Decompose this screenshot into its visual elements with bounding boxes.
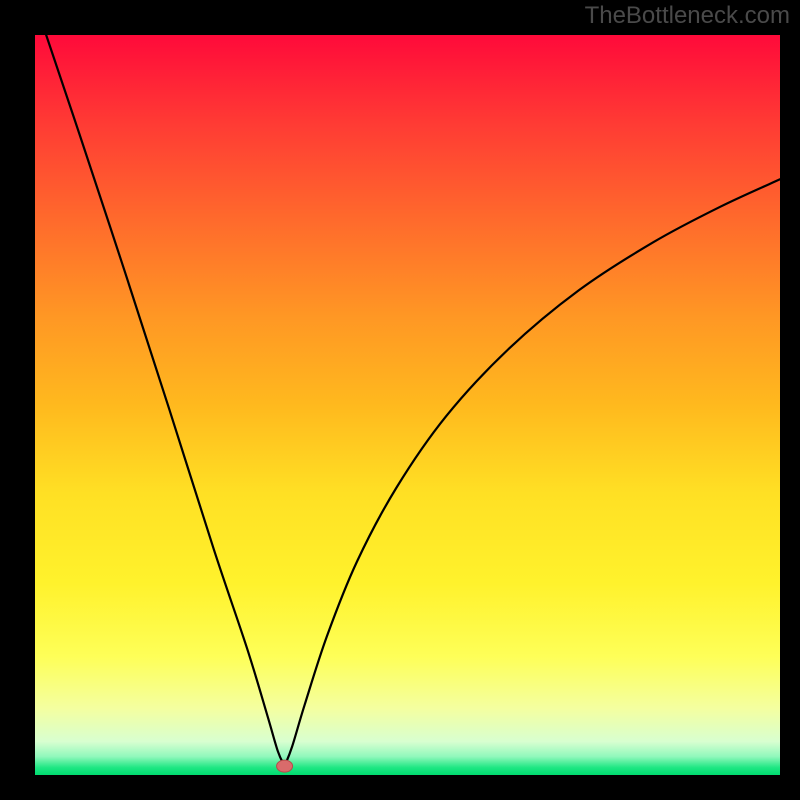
plot-area [35,35,780,775]
watermark-text: TheBottleneck.com [585,2,790,30]
chart-container: TheBottleneck.com [0,0,800,800]
